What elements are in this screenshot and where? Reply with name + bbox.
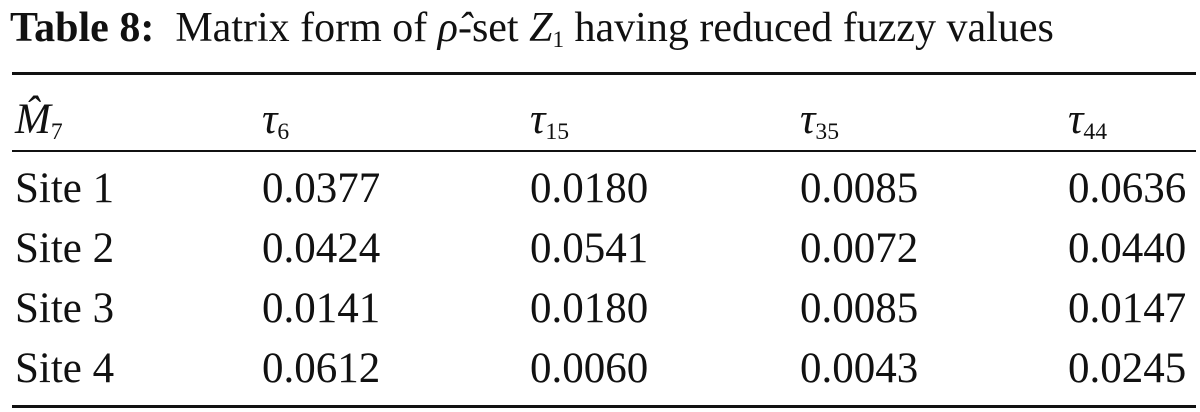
mid-rule [12, 150, 1196, 152]
caption-text: having reduced fuzzy values [564, 5, 1054, 51]
value-cell: 0.0141 [262, 285, 381, 332]
header-cell: τ15 [530, 95, 569, 157]
caption-subscript: 1 [552, 25, 565, 52]
value-cell: 0.0060 [530, 345, 649, 392]
caption: Table 8: Matrix form of ρ̂-set Z1 having… [10, 3, 1054, 64]
header-symbol: τ [262, 96, 278, 143]
header-symbol: τ [800, 96, 816, 143]
header-symbol: τ [530, 96, 546, 143]
header-symbol: M̂ [15, 96, 51, 143]
caption-text: Matrix form of [175, 5, 438, 51]
header-subscript: 44 [1083, 118, 1108, 145]
value-cell: 0.0541 [530, 225, 649, 272]
value-cell: 0.0377 [262, 165, 381, 212]
bottom-rule [12, 405, 1196, 408]
row-label: Site 1 [15, 165, 115, 212]
caption-text: -set [457, 5, 530, 51]
value-cell: 0.0085 [800, 285, 919, 332]
header-cell: τ44 [1068, 95, 1107, 157]
value-cell: 0.0072 [800, 225, 919, 272]
header-subscript: 6 [277, 118, 290, 145]
value-cell: 0.0424 [262, 225, 381, 272]
value-cell: 0.0612 [262, 345, 381, 392]
header-cell: M̂7 [15, 95, 63, 157]
value-cell: 0.0147 [1068, 285, 1187, 332]
row-label: Site 3 [15, 285, 115, 332]
header-subscript: 7 [50, 118, 63, 145]
caption-label: Table 8: [10, 5, 155, 51]
value-cell: 0.0440 [1068, 225, 1187, 272]
caption-symbol: ρ̂ [437, 5, 458, 51]
value-cell: 0.0180 [530, 285, 649, 332]
row-label: Site 4 [15, 345, 115, 392]
value-cell: 0.0085 [800, 165, 919, 212]
header-subscript: 15 [545, 118, 570, 145]
value-cell: 0.0636 [1068, 165, 1187, 212]
value-cell: 0.0245 [1068, 345, 1187, 392]
row-label: Site 2 [15, 225, 115, 272]
header-symbol: τ [1068, 96, 1084, 143]
header-cell: τ6 [262, 95, 289, 157]
value-cell: 0.0043 [800, 345, 919, 392]
header-cell: τ35 [800, 95, 839, 157]
top-rule [12, 72, 1196, 75]
caption-symbol: Z [529, 5, 553, 51]
header-subscript: 35 [815, 118, 840, 145]
value-cell: 0.0180 [530, 165, 649, 212]
